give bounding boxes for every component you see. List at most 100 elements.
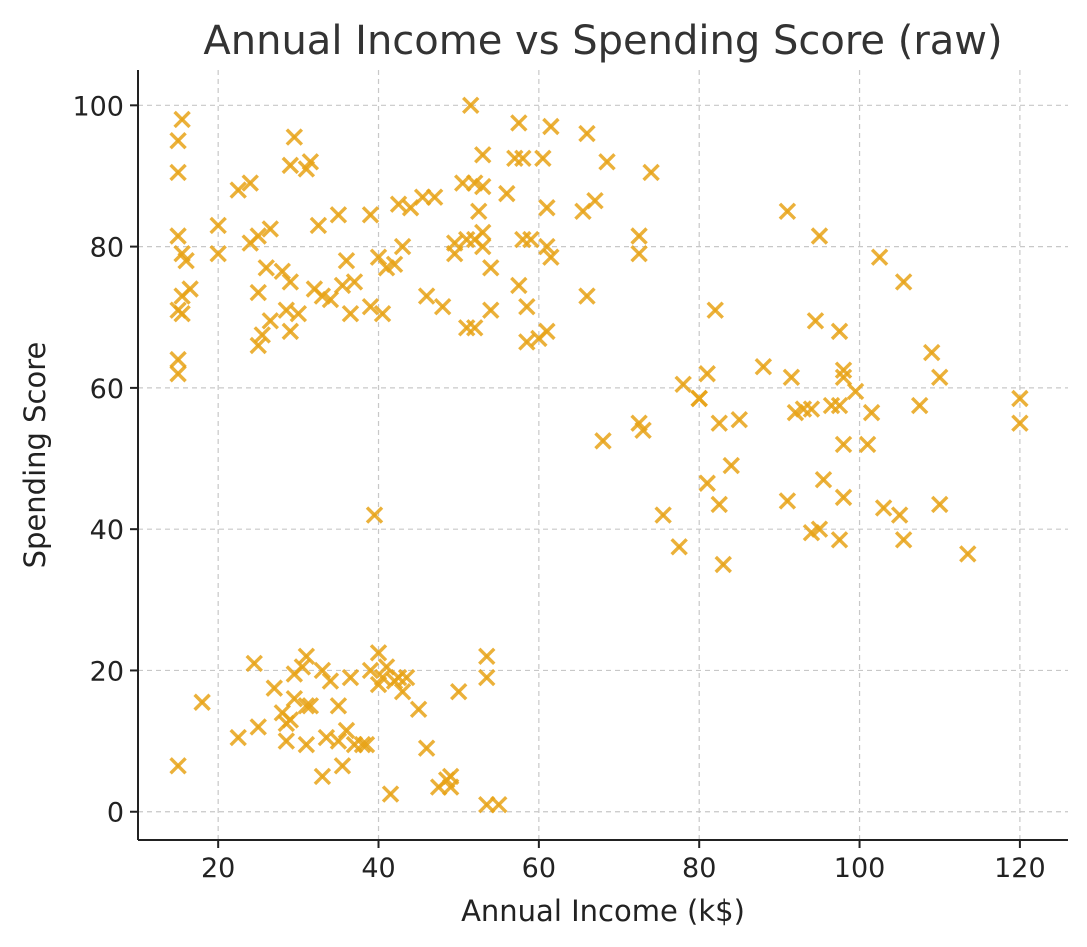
data-point (297, 647, 316, 666)
data-point (281, 711, 300, 729)
data-point (321, 290, 340, 309)
data-point (714, 555, 732, 574)
data-point (297, 735, 316, 754)
data-point (522, 230, 540, 249)
data-point (229, 728, 247, 747)
data-point (634, 421, 652, 439)
data-point (209, 216, 227, 235)
data-point (289, 305, 308, 323)
data-point (874, 499, 893, 517)
data-point (329, 697, 348, 715)
data-point (393, 237, 412, 256)
data-point (466, 319, 484, 337)
data-point (373, 305, 392, 323)
data-point (365, 506, 384, 524)
data-point (710, 414, 728, 432)
data-point (698, 365, 716, 383)
data-point (281, 322, 300, 341)
y-tick-label: 80 (90, 233, 124, 264)
y-tick-label: 0 (107, 798, 124, 829)
data-point (357, 735, 376, 754)
data-point (730, 410, 748, 429)
data-point (425, 188, 444, 206)
data-point (361, 661, 380, 680)
data-point (389, 195, 408, 213)
data-point (369, 248, 388, 266)
data-point (959, 545, 977, 563)
data-point (518, 297, 536, 316)
data-point (441, 778, 460, 796)
data-point (1011, 389, 1029, 408)
data-point (754, 357, 773, 376)
data-point (822, 396, 841, 415)
data-point (778, 202, 797, 220)
data-point (169, 131, 187, 150)
axes (130, 70, 1068, 848)
data-point (249, 336, 267, 355)
y-tick-label: 20 (90, 656, 124, 687)
data-point (802, 400, 821, 418)
data-point (846, 382, 865, 401)
data-point (482, 301, 500, 319)
data-point (273, 262, 292, 281)
data-point (474, 177, 492, 196)
data-points (169, 96, 1029, 814)
data-point (309, 216, 328, 235)
data-point (478, 647, 496, 666)
data-point (894, 273, 913, 291)
data-point (313, 767, 332, 786)
data-point (173, 287, 191, 305)
data-point (578, 124, 596, 143)
data-point (329, 206, 348, 224)
data-point (474, 237, 492, 256)
data-point (518, 333, 536, 351)
data-point (830, 531, 849, 549)
data-point (209, 244, 227, 263)
data-point (193, 693, 211, 711)
data-point (834, 368, 853, 386)
data-point (417, 287, 436, 305)
data-point (281, 156, 300, 175)
data-point (630, 244, 648, 263)
data-point (317, 728, 336, 747)
data-point (778, 492, 797, 510)
data-point (782, 368, 801, 386)
data-point (265, 679, 283, 697)
data-point (249, 283, 267, 302)
data-point (578, 287, 596, 305)
data-point (353, 735, 372, 754)
data-point (329, 732, 348, 750)
data-point (385, 255, 404, 273)
data-point (169, 757, 187, 775)
data-point (249, 227, 267, 245)
data-point (722, 456, 740, 475)
data-point (458, 230, 476, 249)
x-tick-label: 60 (522, 853, 556, 884)
x-tick-label: 100 (834, 853, 886, 884)
data-point (277, 732, 296, 750)
data-point (281, 273, 300, 291)
data-point (830, 396, 849, 415)
data-point (462, 96, 480, 115)
data-point (538, 199, 556, 217)
data-point (490, 795, 508, 814)
data-point (498, 184, 516, 203)
data-point (173, 110, 191, 129)
data-point (409, 700, 428, 719)
x-axis-label: Annual Income (k$) (461, 894, 745, 928)
data-point (830, 322, 849, 341)
data-point (858, 435, 877, 454)
data-point (313, 661, 332, 680)
data-point (642, 163, 660, 182)
data-point (369, 644, 388, 662)
data-point (834, 435, 853, 454)
x-tick-label: 40 (361, 853, 395, 884)
x-tick-label: 20 (201, 853, 235, 884)
data-point (542, 117, 560, 136)
data-point (814, 471, 833, 489)
data-point (834, 488, 853, 507)
chart-title: Annual Income vs Spending Score (raw) (203, 18, 1002, 64)
data-point (674, 375, 692, 394)
data-point (538, 322, 556, 341)
data-point (361, 297, 380, 316)
